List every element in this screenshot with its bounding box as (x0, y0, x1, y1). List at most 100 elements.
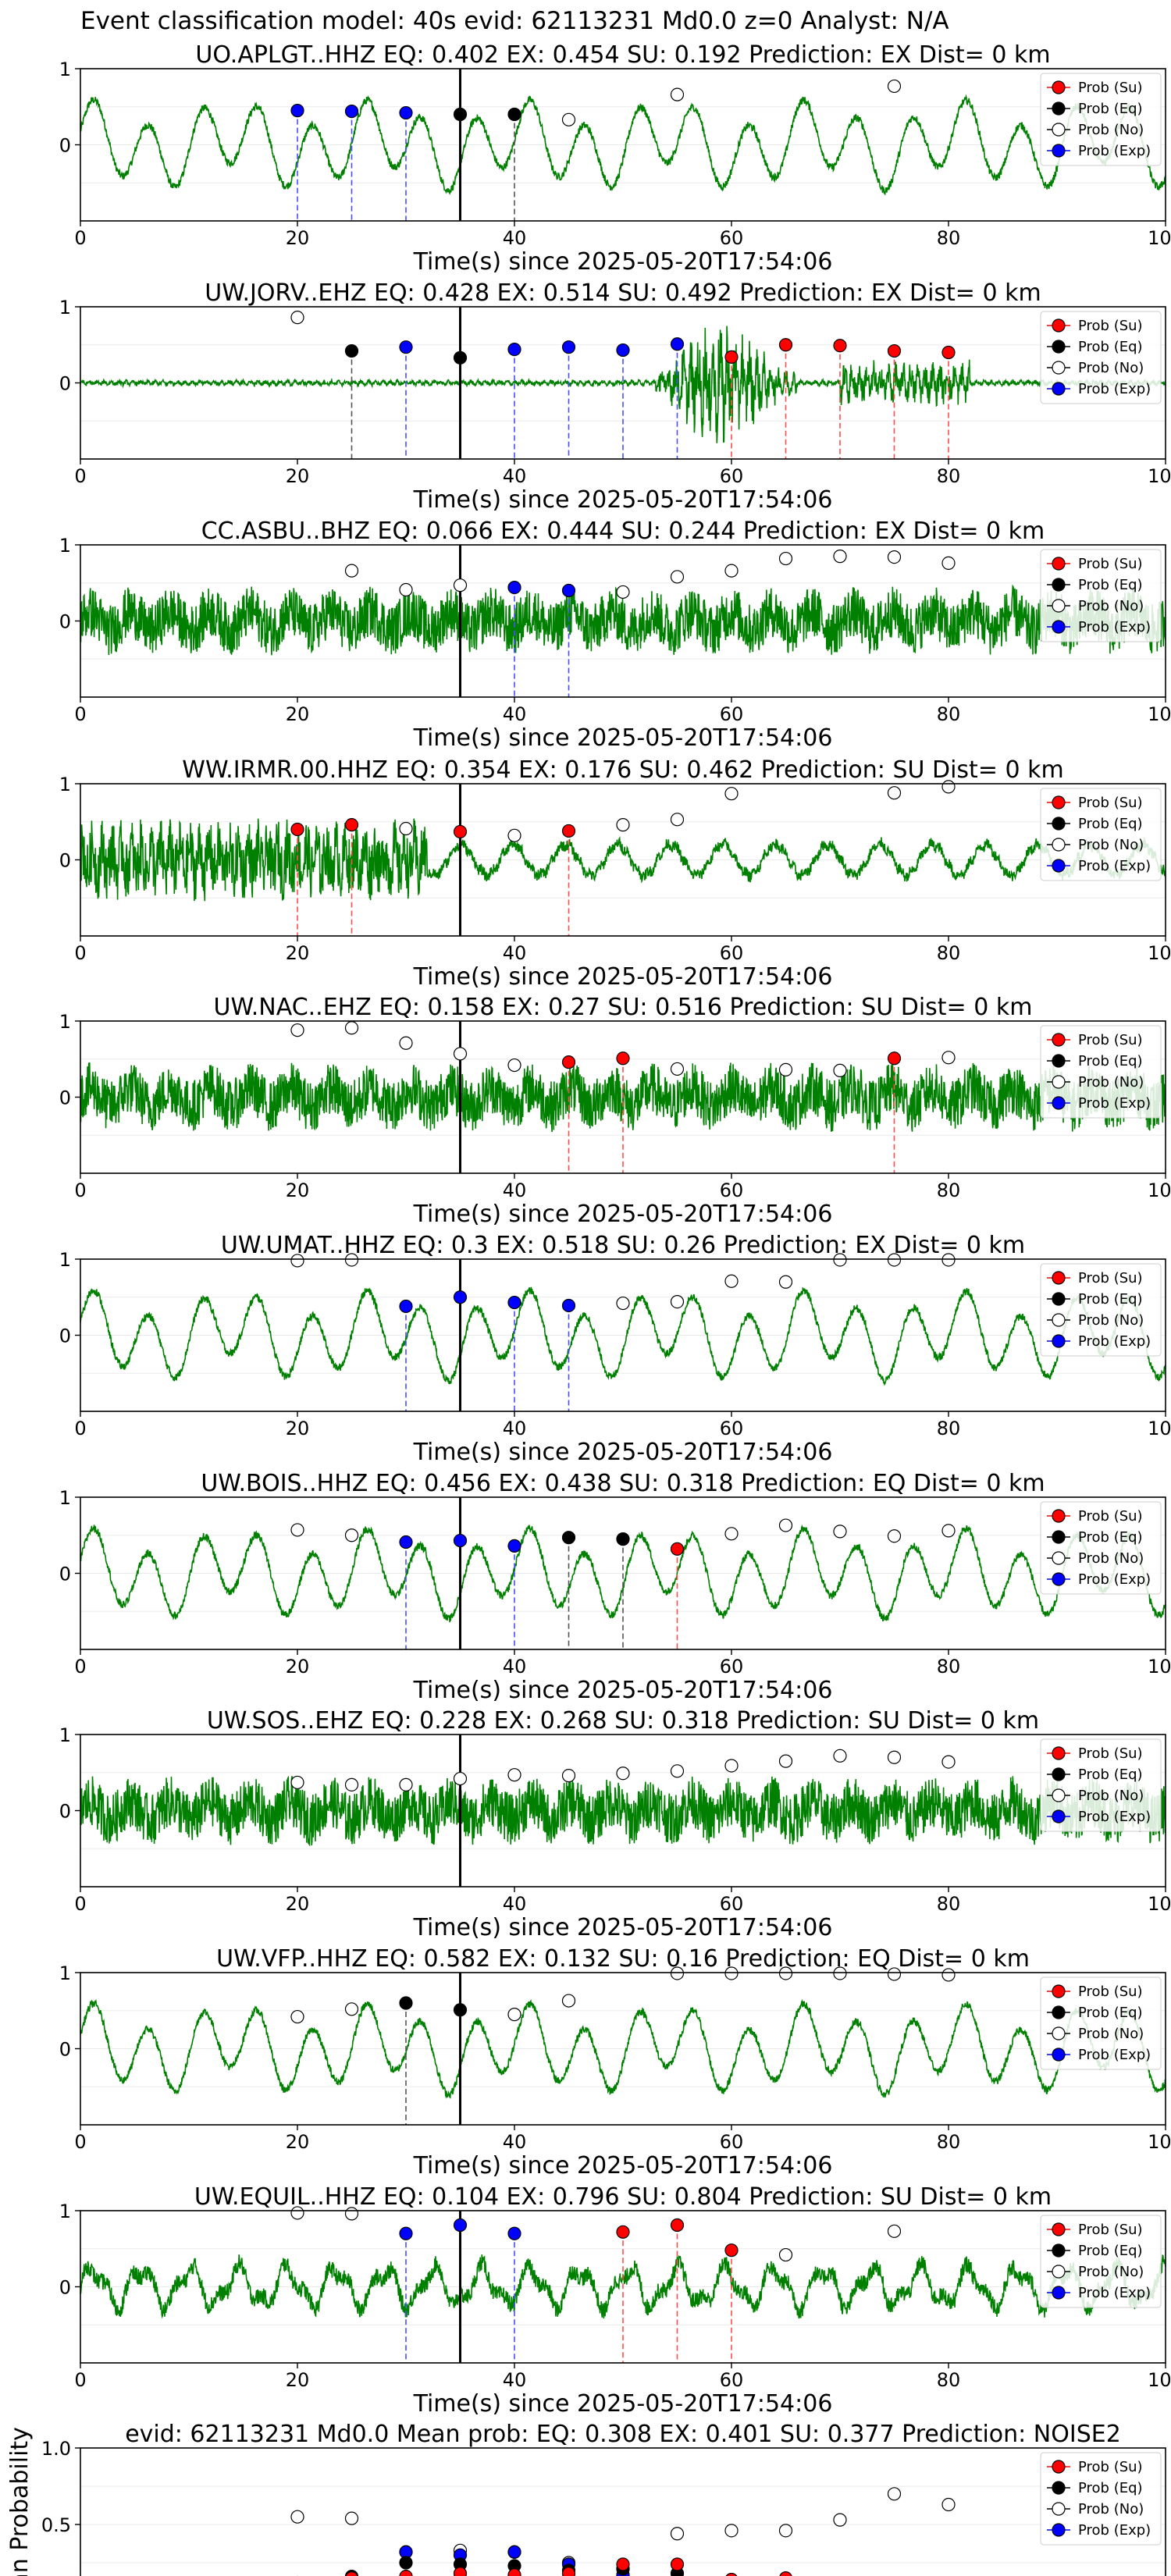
legend-marker (1052, 1984, 1066, 1998)
probability-point (670, 1542, 685, 1556)
legend-box (1040, 1738, 1162, 1832)
legend-label: Prob (No) (1078, 598, 1144, 614)
x-tick-label: 100 (1148, 227, 1171, 249)
x-tick-label: 0 (74, 2131, 86, 2153)
y-tick-label: 1 (59, 1011, 71, 1033)
x-axis-label: Time(s) since 2025-05-20T17:54:06 (413, 2390, 833, 2418)
legend-label: Prob (Exp) (1078, 381, 1151, 397)
legend-box (1040, 788, 1162, 881)
seismic-trace (80, 1998, 1166, 2099)
x-tick-label: 60 (720, 942, 744, 964)
probability-point (344, 1253, 359, 1267)
probability-point (670, 1764, 685, 1778)
x-tick-label: 100 (1148, 703, 1171, 725)
probability-point (290, 822, 304, 837)
probability-point (887, 550, 902, 564)
probability-point (887, 1967, 902, 1981)
y-tick-label: 0.5 (41, 2514, 71, 2536)
x-tick-label: 100 (1148, 942, 1171, 964)
probability-point (290, 2206, 304, 2220)
probability-point (453, 2218, 468, 2233)
x-tick-label: 100 (1148, 1893, 1171, 1915)
x-tick-label: 40 (503, 1656, 527, 1678)
x-tick-label: 20 (286, 1656, 310, 1678)
probability-point (833, 1749, 847, 1763)
x-axis-label: Time(s) since 2025-05-20T17:54:06 (413, 963, 833, 991)
probability-point (616, 1532, 630, 1546)
legend-label: Prob (Eq) (1078, 577, 1143, 593)
probability-point (616, 818, 630, 832)
legend-label: Prob (Exp) (1078, 1809, 1151, 1825)
probability-point (344, 1021, 359, 1035)
legend-marker (1052, 318, 1066, 333)
legend-marker (1052, 80, 1066, 94)
probability-point (344, 105, 359, 119)
panel-title: CC.ASBU..BHZ EQ: 0.066 EX: 0.444 SU: 0.2… (201, 518, 1045, 545)
legend-marker (1052, 2286, 1066, 2300)
legend-marker (1052, 1572, 1066, 1586)
x-tick-label: 80 (937, 2369, 961, 2391)
legend-box (1040, 1501, 1162, 1595)
seismic-trace (80, 818, 1166, 902)
y-tick-label: 1 (59, 59, 71, 80)
legend: Prob (Su) Prob (Eq) Prob (No) Prob (Exp) (1040, 788, 1162, 881)
probability-point (941, 1051, 956, 1065)
legend-box (1040, 311, 1162, 404)
legend-label: Prob (Su) (1078, 795, 1143, 811)
x-tick-label: 40 (503, 227, 527, 249)
mean-probability-point (778, 2524, 793, 2538)
probability-point (778, 551, 793, 566)
legend-label: Prob (Eq) (1078, 816, 1143, 832)
x-tick-label: 20 (286, 227, 310, 249)
legend-marker (1052, 2005, 1066, 2019)
mean-probability-point (670, 2527, 685, 2541)
legend-marker (1052, 361, 1066, 375)
legend-marker (1052, 1313, 1066, 1327)
probability-point (616, 2225, 630, 2239)
y-tick-label: 1.0 (41, 2438, 71, 2460)
legend-label: Prob (Eq) (1078, 1529, 1143, 1546)
x-axis-label: Time(s) since 2025-05-20T17:54:06 (413, 248, 833, 276)
legend-marker (1052, 123, 1066, 137)
legend-label: Prob (Su) (1078, 80, 1143, 96)
mean-probability-point (399, 2570, 413, 2576)
probability-point (616, 585, 630, 600)
x-tick-label: 60 (720, 703, 744, 725)
probability-point (670, 570, 685, 584)
probability-point (670, 87, 685, 101)
x-tick-label: 100 (1148, 1656, 1171, 1678)
legend-marker (1052, 1809, 1066, 1823)
panel-title: UW.UMAT..HHZ EQ: 0.3 EX: 0.518 SU: 0.26 … (221, 1232, 1025, 1259)
legend-marker (1052, 101, 1066, 116)
probability-point (399, 340, 413, 354)
legend-marker (1052, 2502, 1066, 2516)
legend-marker (1052, 2523, 1066, 2537)
legend-label: Prob (Su) (1078, 318, 1143, 334)
mean-probability-point (887, 2487, 902, 2501)
probability-point (453, 578, 468, 592)
y-tick-label: 0 (59, 1325, 71, 1347)
probability-point (561, 1531, 576, 1545)
legend-label: Prob (No) (1078, 2264, 1144, 2280)
probability-point (887, 1051, 902, 1066)
probability-point (344, 1777, 359, 1791)
x-tick-label: 60 (720, 1418, 744, 1439)
x-axis-label: Time(s) since 2025-05-20T17:54:06 (413, 486, 833, 514)
legend-marker (1052, 1530, 1066, 1544)
x-tick-label: 60 (720, 465, 744, 487)
mean-probability-point (725, 2572, 738, 2576)
x-tick-label: 80 (937, 1179, 961, 1201)
x-tick-label: 0 (74, 1893, 86, 1915)
probability-point (453, 107, 468, 122)
probability-point (670, 1062, 685, 1076)
x-tick-label: 100 (1148, 1179, 1171, 1201)
legend-marker (1052, 1292, 1066, 1306)
legend-box (1040, 1976, 1162, 2070)
legend: Prob (Su) Prob (Eq) Prob (No) Prob (Exp) (1040, 1976, 1162, 2070)
probability-point (507, 2226, 521, 2240)
legend-marker (1052, 144, 1066, 158)
probability-point (290, 311, 304, 325)
x-tick-label: 100 (1148, 2369, 1171, 2391)
probability-point (507, 343, 521, 357)
x-tick-label: 0 (74, 465, 86, 487)
